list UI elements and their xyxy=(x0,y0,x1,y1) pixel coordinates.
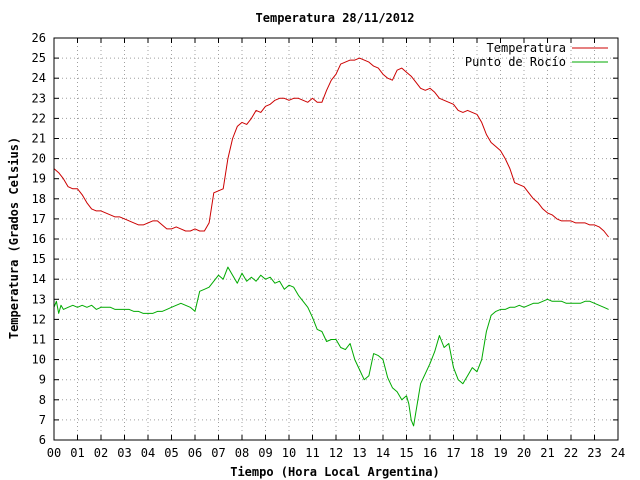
x-tick-label: 24 xyxy=(611,446,625,460)
x-tick-label: 17 xyxy=(446,446,460,460)
y-axis-label: Temperatura (Grados Celsius) xyxy=(7,137,21,339)
x-tick-label: 15 xyxy=(399,446,413,460)
x-tick-label: 14 xyxy=(376,446,390,460)
series-line-temperatura xyxy=(53,57,609,238)
y-tick-label: 6 xyxy=(39,433,46,447)
y-tick-label: 19 xyxy=(32,172,46,186)
x-tick-label: 03 xyxy=(117,446,131,460)
x-tick-label: 16 xyxy=(423,446,437,460)
y-tick-label: 13 xyxy=(32,292,46,306)
x-tick-label: 04 xyxy=(141,446,155,460)
y-tick-label: 8 xyxy=(39,393,46,407)
x-tick-label: 06 xyxy=(188,446,202,460)
legend-label: Temperatura xyxy=(487,41,566,55)
y-tick-label: 24 xyxy=(32,71,46,85)
y-tick-label: 20 xyxy=(32,152,46,166)
y-tick-label: 23 xyxy=(32,91,46,105)
x-tick-label: 01 xyxy=(70,446,84,460)
y-tick-label: 7 xyxy=(39,413,46,427)
series-layer xyxy=(53,57,609,427)
x-tick-label: 13 xyxy=(352,446,366,460)
x-tick-label: 02 xyxy=(94,446,108,460)
x-tick-label: 07 xyxy=(211,446,225,460)
x-tick-label: 22 xyxy=(564,446,578,460)
y-tick-label: 22 xyxy=(32,111,46,125)
x-tick-label: 19 xyxy=(493,446,507,460)
x-tick-label: 08 xyxy=(235,446,249,460)
y-tick-label: 14 xyxy=(32,272,46,286)
y-tick-label: 15 xyxy=(32,252,46,266)
legend-label: Punto de Rocío xyxy=(465,55,566,69)
series-line-punto-de-rocio xyxy=(53,266,609,427)
y-tick-label: 16 xyxy=(32,232,46,246)
tick-layer: 00 01 02 03 04 05 06 07 08 09 10 11 12 13 14 15 16 17 18 19… xyxy=(32,31,626,460)
y-tick-label: 18 xyxy=(32,192,46,206)
x-tick-label: 10 xyxy=(282,446,296,460)
grid-layer xyxy=(54,38,618,440)
y-tick-label: 17 xyxy=(32,212,46,226)
x-axis-label: Tiempo (Hora Local Argentina) xyxy=(230,465,440,479)
x-tick-label: 18 xyxy=(470,446,484,460)
y-tick-label: 26 xyxy=(32,31,46,45)
y-tick-label: 25 xyxy=(32,51,46,65)
x-tick-label: 23 xyxy=(587,446,601,460)
x-tick-label: 00 xyxy=(47,446,61,460)
chart-title: Temperatura 28/11/2012 xyxy=(256,11,415,25)
x-tick-label: 09 xyxy=(258,446,272,460)
x-tick-label: 05 xyxy=(164,446,178,460)
y-tick-label: 12 xyxy=(32,312,46,326)
y-tick-label: 11 xyxy=(32,333,46,347)
x-tick-label: 20 xyxy=(517,446,531,460)
x-tick-label: 11 xyxy=(305,446,319,460)
x-tick-label: 21 xyxy=(540,446,554,460)
y-tick-label: 9 xyxy=(39,373,46,387)
x-tick-label: 12 xyxy=(329,446,343,460)
y-tick-label: 21 xyxy=(32,132,46,146)
y-tick-label: 10 xyxy=(32,353,46,367)
